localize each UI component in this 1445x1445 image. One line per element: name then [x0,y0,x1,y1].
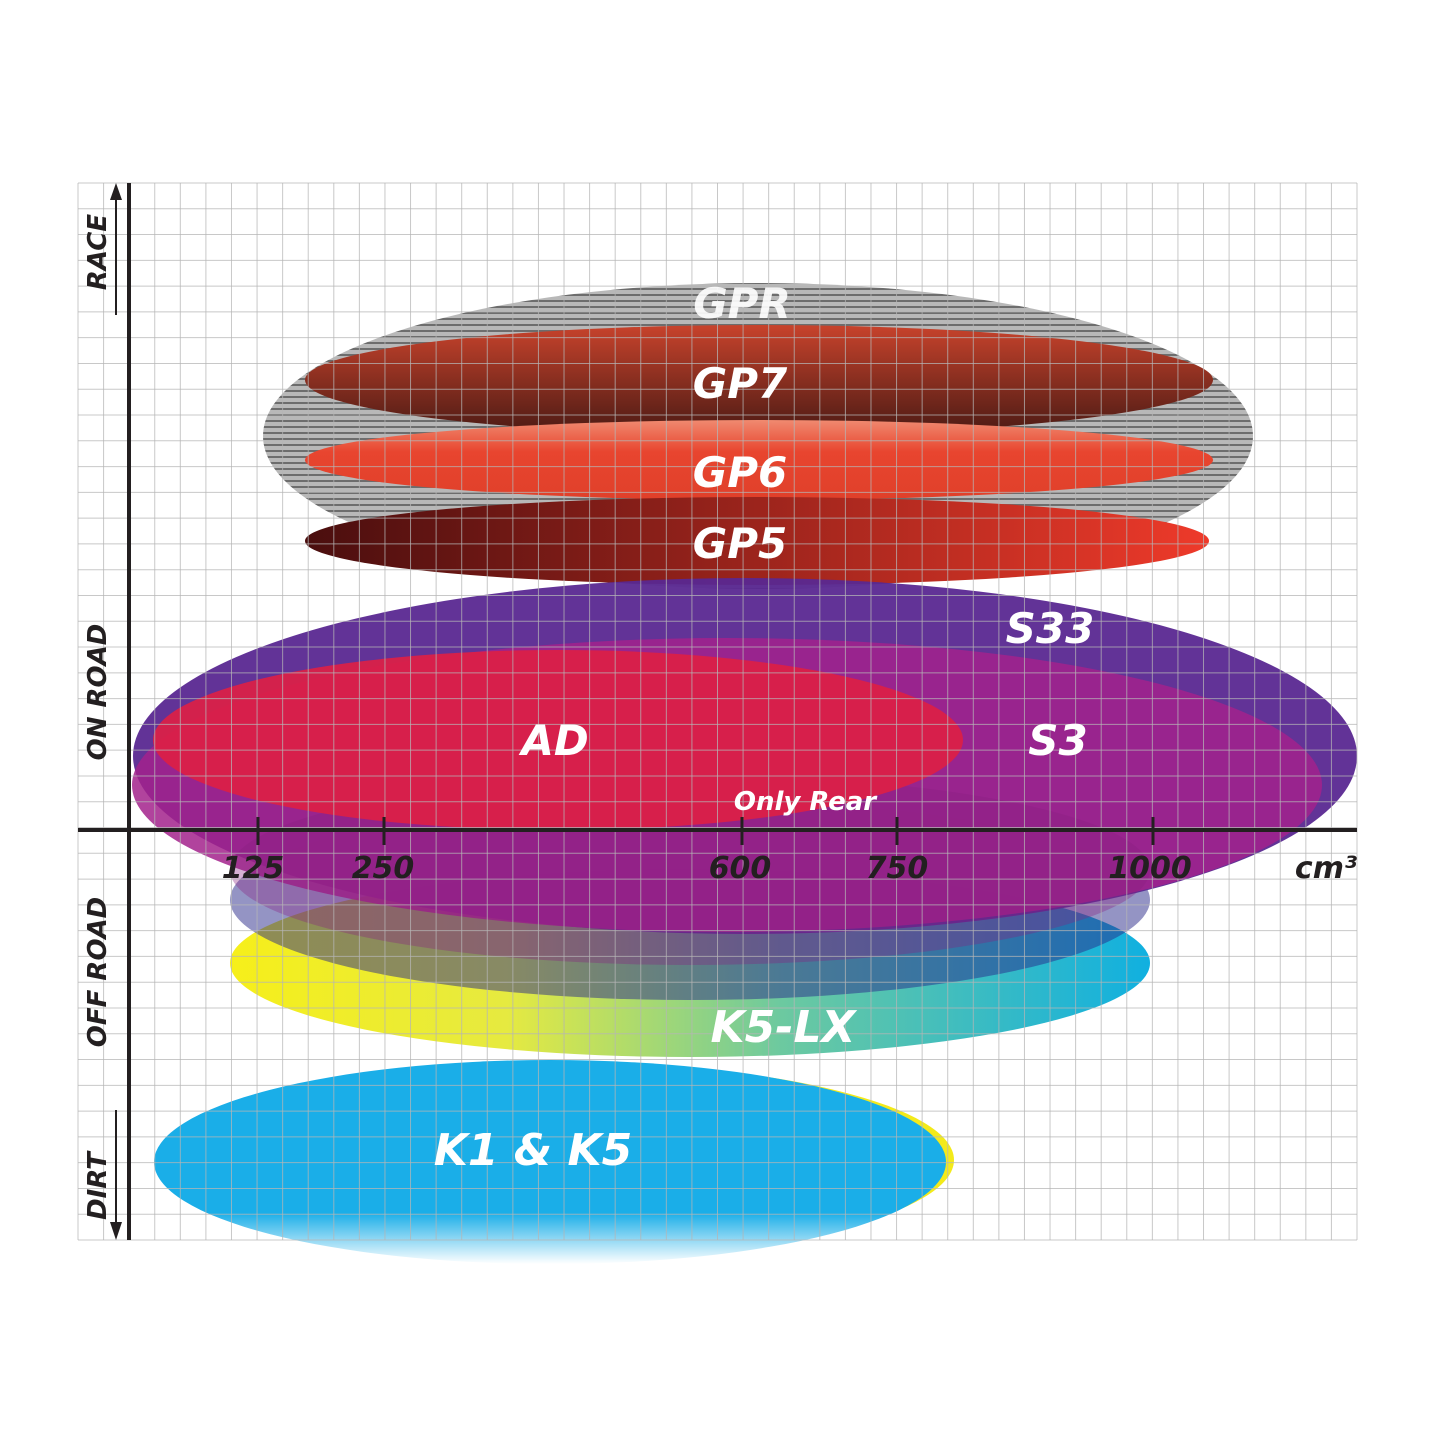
x-tick-marks [256,817,1155,845]
down-arrow-icon [110,1222,122,1240]
label-k1k5: K1 & K5 [434,1125,632,1176]
tick-label-250: 250 [352,851,415,886]
label-gp5: GP5 [693,519,787,568]
product-labels: GPR GP7 GP6 GP5 S33 S3 AD Only Rear K5-L… [434,279,1095,1176]
tick-label-1000: 1000 [1108,851,1192,886]
tick-label-750: 750 [866,851,929,886]
x-unit-label: cm³ [1295,851,1357,886]
label-race: RACE [83,214,113,290]
label-off-road: OFF ROAD [83,897,113,1048]
label-only-rear: Only Rear [734,787,878,817]
up-arrow-icon [110,183,122,200]
ellipse-ad [153,650,963,830]
grid-lines [77,182,1358,1241]
ellipse-gp6 [305,420,1213,500]
label-dirt: DIRT [83,1150,113,1220]
y-axis-labels: RACE ON ROAD OFF ROAD DIRT [83,214,113,1220]
tick-label-125: 125 [222,851,285,886]
ellipse-gp5 [305,497,1209,585]
label-ad: AD [518,716,588,765]
label-gpr: GPR [693,279,791,328]
axes [78,183,1357,1240]
label-s3: S3 [1028,716,1087,765]
label-s33: S33 [1006,604,1095,653]
x-tick-labels: 125 250 600 750 1000 cm³ [222,851,1357,886]
label-gp7: GP7 [693,359,788,408]
label-on-road: ON ROAD [83,624,113,761]
label-k5lx: K5-LX [711,1002,858,1053]
label-gp6: GP6 [693,448,787,497]
ellipse-gp7 [305,325,1213,435]
tick-label-600: 600 [709,851,772,886]
